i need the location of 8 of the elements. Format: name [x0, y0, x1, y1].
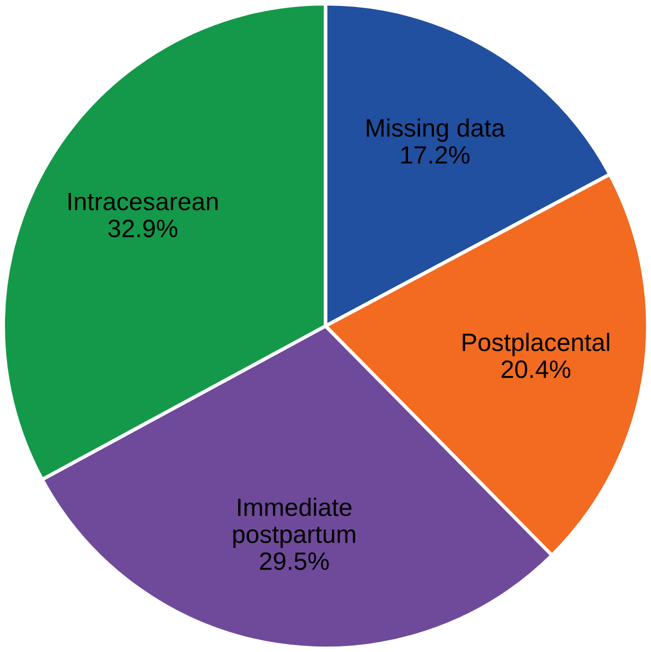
slice-label: Postplacental — [462, 332, 610, 356]
data-label: 17.2% — [401, 146, 470, 164]
slice-label: Intracesarean — [68, 192, 218, 210]
data-label: 29.5% — [260, 552, 329, 570]
slice-label: Immediate postpartum — [233, 498, 356, 548]
slice-label: Missing data — [366, 118, 506, 142]
data-label: 20.4% — [502, 360, 570, 378]
data-label: 32.9% — [108, 220, 178, 238]
